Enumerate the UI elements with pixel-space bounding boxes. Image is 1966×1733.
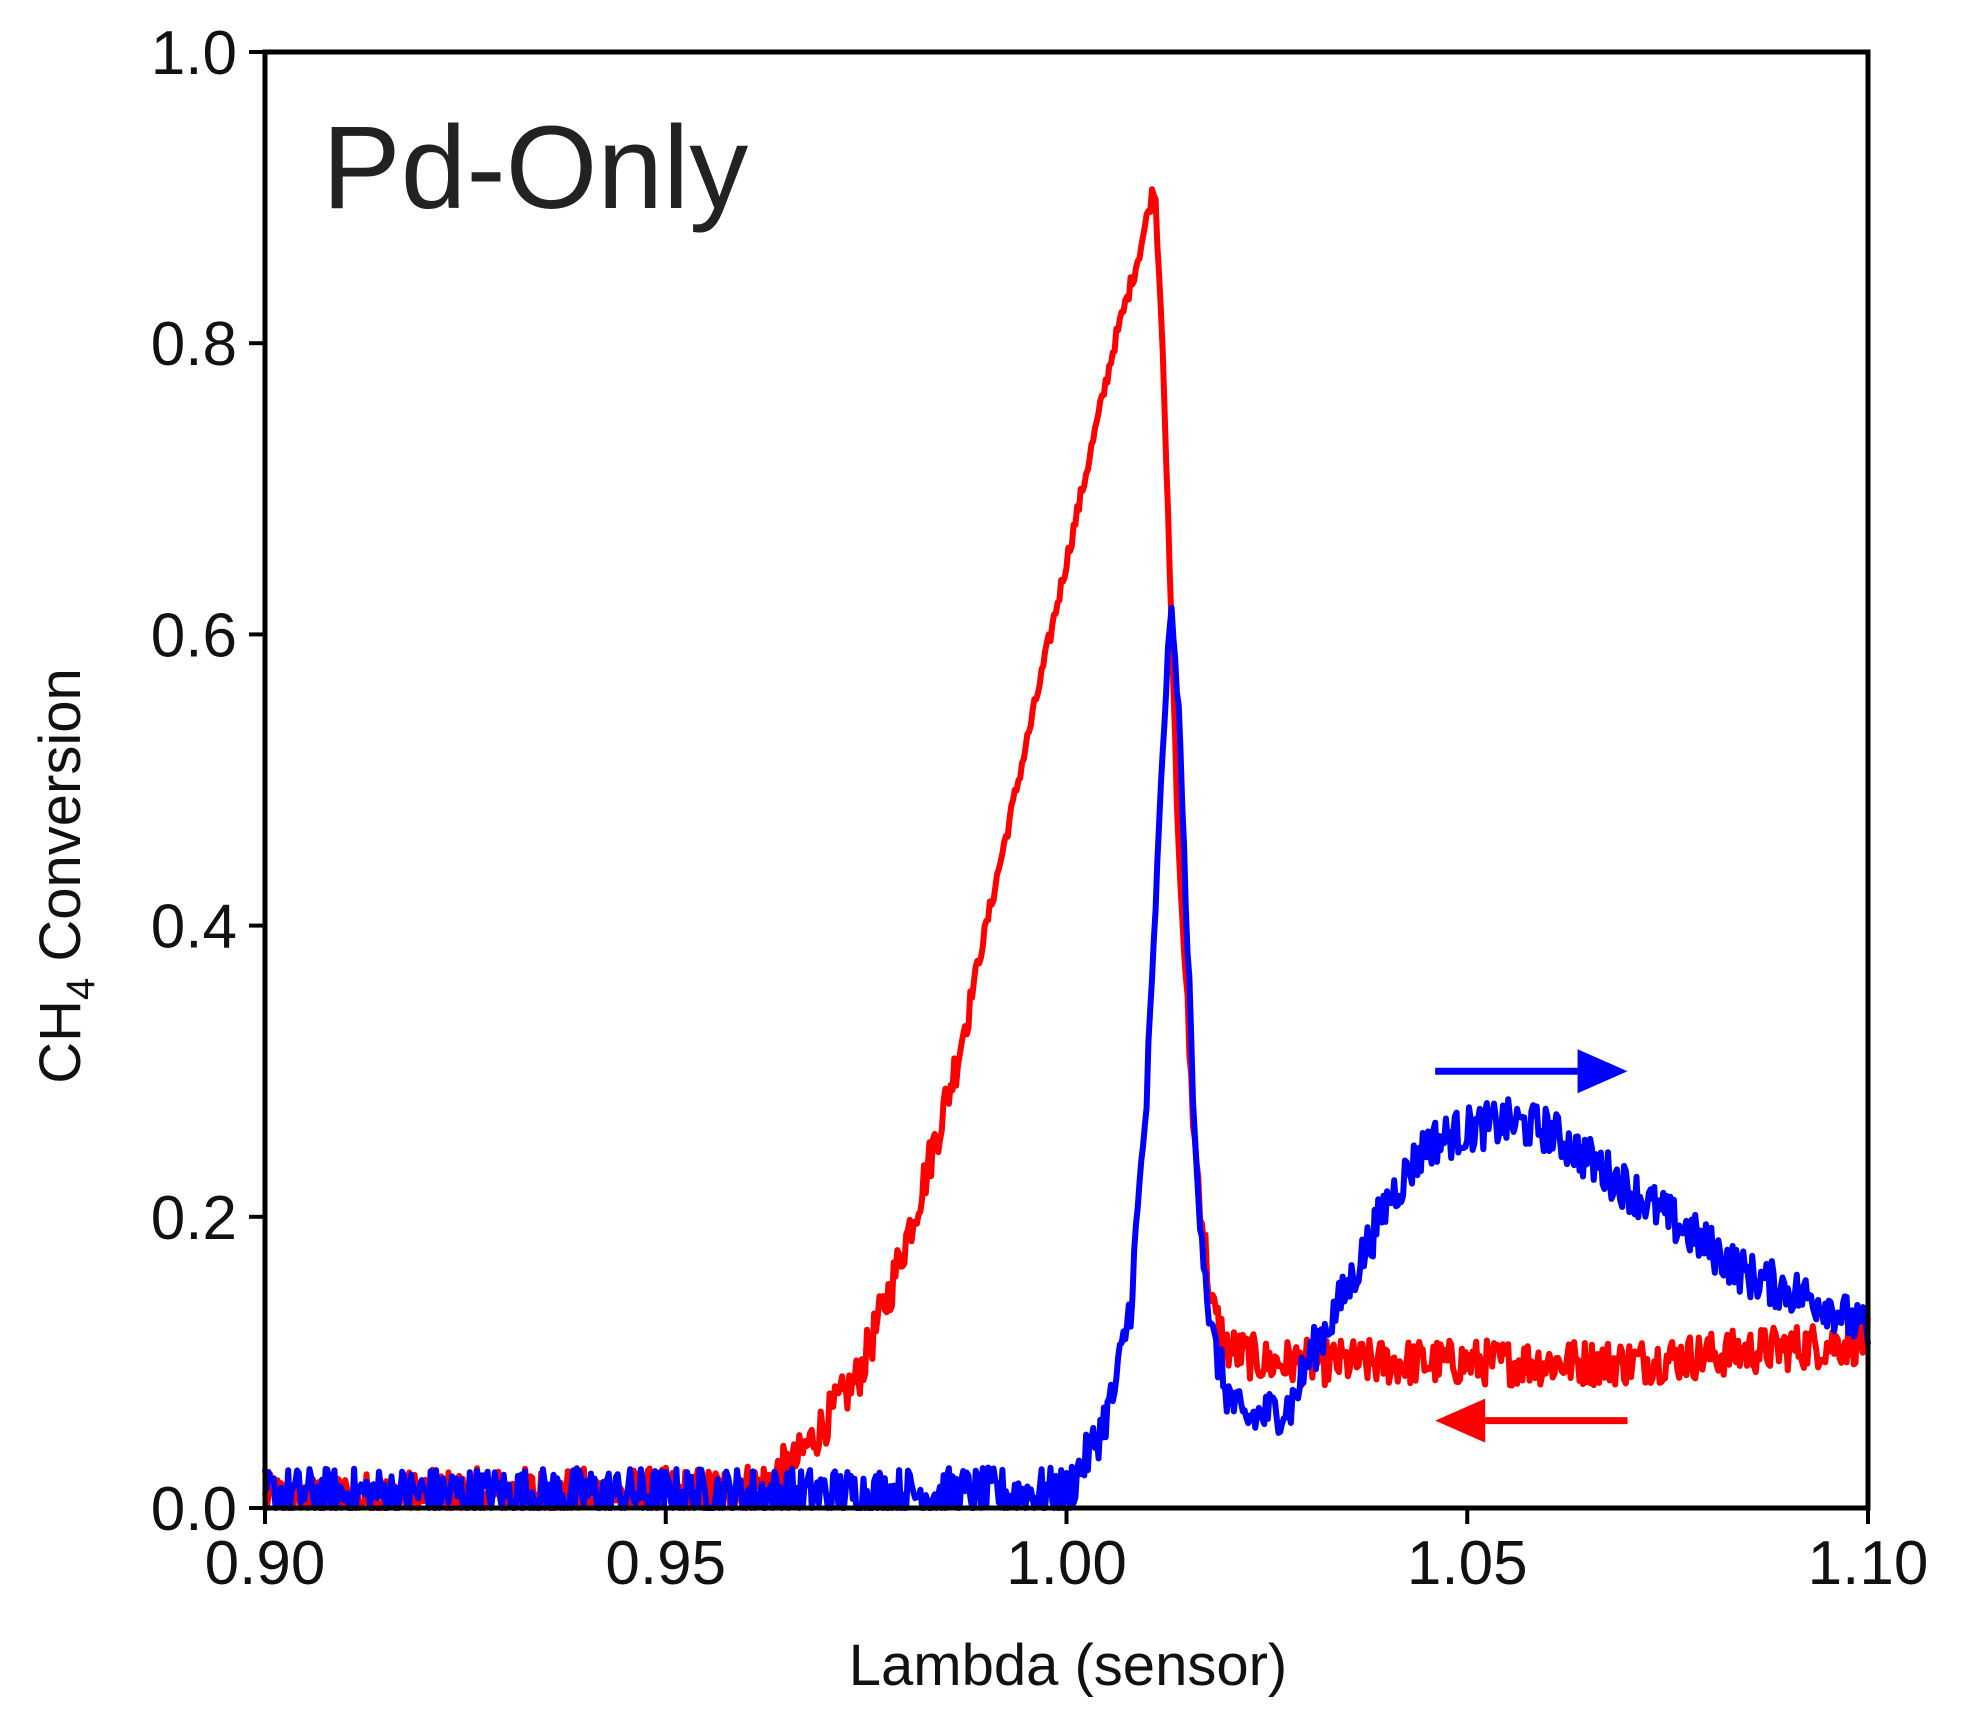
- x-tick-label: 1.05: [1407, 1529, 1528, 1598]
- x-tick-label: 1.10: [1808, 1529, 1929, 1598]
- plot-frame: [262, 49, 1871, 1511]
- y-tick-label: 0.0: [151, 1475, 237, 1544]
- x-axis-title: Lambda (sensor): [849, 1633, 1287, 1698]
- y-tick-label: 0.4: [151, 893, 237, 962]
- y-tick-label: 0.2: [151, 1184, 237, 1253]
- tick-layer: 0.90 0.95 1.00 1.05 1.10 0.0 0.2 0.4 0.6 0.8 1.0: [151, 19, 1929, 1598]
- series-layer: [262, 186, 1871, 1511]
- direction-arrow-head-left: [1435, 1398, 1486, 1443]
- panel-title: Pd-Only: [322, 102, 748, 234]
- x-tick-label: 0.95: [605, 1529, 726, 1598]
- y-tick-label: 1.0: [151, 19, 237, 88]
- x-tick-label: 1.00: [1006, 1529, 1127, 1598]
- direction-arrow-head-right: [1577, 1049, 1628, 1094]
- series-line-red: [262, 186, 1871, 1511]
- arrow-layer: [1435, 1049, 1628, 1443]
- y-axis-title-subscript: 4: [59, 978, 103, 1000]
- x-tick-label: 0.90: [205, 1529, 326, 1598]
- y-tick-label: 0.8: [151, 310, 237, 379]
- y-axis-title: CH4 Conversion: [28, 668, 103, 1084]
- y-tick-label: 0.6: [151, 601, 237, 670]
- y-axis-title-rest: Conversion: [28, 668, 93, 977]
- series-line-blue: [262, 605, 1871, 1511]
- y-axis-title-main: CH: [28, 1000, 93, 1084]
